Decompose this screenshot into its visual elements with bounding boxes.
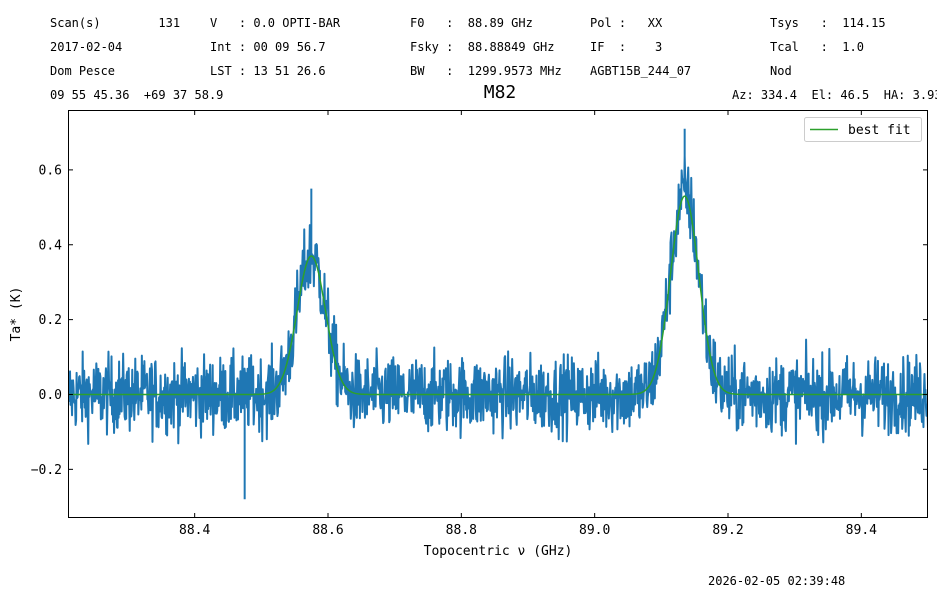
- header-azel: Az: 334.4 El: 46.5 HA: 3.93: [732, 88, 937, 102]
- header-scan: Scan(s) 131: [50, 16, 181, 30]
- header-tsys: Tsys : 114.15: [770, 16, 886, 30]
- x-tick-label: 89.2: [712, 523, 743, 538]
- x-axis-label: Topocentric ν (GHz): [424, 544, 573, 559]
- spectrum-series-line: [68, 128, 928, 500]
- x-tick-label: 88.8: [446, 523, 477, 538]
- header-velocity: V : 0.0 OPTI-BAR: [210, 16, 341, 30]
- legend: best fit: [804, 117, 922, 142]
- y-tick-label: 0.0: [39, 388, 62, 403]
- best-fit-series-line: [68, 195, 928, 396]
- x-tick-label: 89.0: [579, 523, 610, 538]
- footer-timestamp: 2026-02-05 02:39:48: [708, 574, 846, 588]
- header-lst: LST : 13 51 26.6: [210, 64, 326, 78]
- header-f0: F0 : 88.89 GHz: [410, 16, 533, 30]
- y-tick-label: 0.4: [39, 238, 63, 253]
- x-tick-label: 89.4: [846, 523, 877, 538]
- header-if: IF : 3: [590, 40, 663, 54]
- y-tick-label: 0.2: [39, 313, 62, 328]
- legend-box: [804, 117, 922, 142]
- x-tick-label: 88.4: [179, 523, 210, 538]
- header-tcal: Tcal : 1.0: [770, 40, 864, 54]
- y-tick-label: −0.2: [31, 463, 62, 478]
- header-project: AGBT15B_244_07: [590, 64, 692, 78]
- y-axis-label: Ta* (K): [9, 287, 24, 342]
- legend-fit-label: best fit: [848, 123, 911, 138]
- header-date: 2017-02-04: [50, 40, 123, 54]
- header-int: Int : 00 09 56.7: [210, 40, 326, 54]
- y-tick-label: 0.6: [39, 163, 62, 178]
- header-fsky: Fsky : 88.88849 GHz: [410, 40, 555, 54]
- header-coordinates: 09 55 45.36 +69 37 58.9: [50, 88, 224, 102]
- chart-title: M82: [483, 82, 517, 103]
- header-procedure: Nod: [770, 64, 792, 78]
- x-tick-label: 88.6: [312, 523, 343, 538]
- header-pol: Pol : XX: [590, 16, 663, 30]
- header-observer: Dom Pesce: [50, 64, 116, 78]
- header-bw: BW : 1299.9573 MHz: [410, 64, 562, 78]
- plot-frame: [68, 110, 928, 518]
